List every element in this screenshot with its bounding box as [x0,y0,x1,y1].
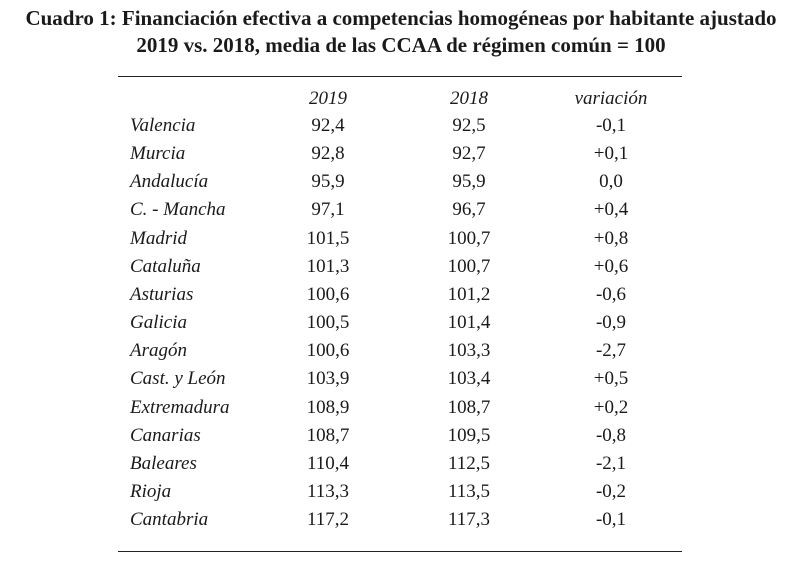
table-row: Asturias 100,6 101,2 -0,6 [0,282,800,310]
region-cell: Rioja [130,480,172,502]
variation-cell: 0,0 [599,171,623,193]
region-cell: Extremadura [130,396,230,418]
variation-cell: +0,5 [593,368,629,390]
variation-cell: -2,7 [595,340,627,362]
column-header-variation: variación [574,88,648,109]
value-2018-cell: 92,5 [452,115,486,136]
value-2019-cell: 101,5 [306,227,350,249]
value-2018-cell: 109,5 [447,424,491,446]
variation-cell: +0,4 [593,199,629,221]
value-2019-cell: 92,4 [311,115,345,136]
value-2018-cell: 103,4 [447,368,491,390]
region-cell: Canarias [130,424,201,446]
value-2018-cell: 113,5 [447,480,491,502]
table-row: Madrid 101,5 100,7 +0,8 [0,226,800,254]
value-2018-cell: 101,4 [447,312,491,334]
region-cell: Baleares [130,452,197,474]
variation-cell: -0,1 [595,509,627,531]
column-header-2018: 2018 [450,88,488,109]
table-title-line-2: 2019 vs. 2018, media de las CCAA de régi… [136,33,666,57]
value-2019-cell: 100,6 [306,340,350,362]
value-2019-cell: 95,9 [311,171,345,193]
value-2019-cell: 110,4 [306,452,350,474]
table-row: Aragón 100,6 103,3 -2,7 [0,338,800,366]
variation-cell: +0,6 [593,255,629,277]
value-2018-cell: 103,3 [447,340,491,362]
region-cell: Asturias [130,283,194,305]
table-row: Canarias 108,7 109,5 -0,8 [0,423,800,451]
table-row: Andalucía 95,9 95,9 0,0 [0,169,800,197]
variation-cell: -0,9 [595,312,627,334]
value-2019-cell: 97,1 [311,199,345,221]
table-title-line-1: Cuadro 1: Financiación efectiva a compet… [25,6,777,30]
table-row: Cantabria 117,2 117,3 -0,1 [0,507,800,535]
value-2018-cell: 108,7 [447,396,491,418]
table-row: Cataluña 101,3 100,7 +0,6 [0,254,800,282]
variation-cell: -0,8 [595,424,627,446]
value-2019-cell: 100,5 [306,312,350,334]
variation-cell: +0,2 [593,396,629,418]
table-row: Cast. y León 103,9 103,4 +0,5 [0,366,800,394]
region-cell: Cantabria [130,509,209,531]
table-row: Baleares 110,4 112,5 -2,1 [0,451,800,479]
table-row: Valencia 92,4 92,5 -0,1 [0,113,800,141]
table-row: Rioja 113,3 113,5 -0,2 [0,479,800,507]
value-2019-cell: 101,3 [306,255,350,277]
column-header-2019: 2019 [309,88,347,109]
value-2018-cell: 100,7 [447,227,491,249]
region-cell: Cataluña [130,255,201,277]
value-2019-cell: 103,9 [306,368,350,390]
table-row: Murcia 92,8 92,7 +0,1 [0,141,800,169]
variation-cell: -0,2 [595,480,627,502]
value-2018-cell: 112,5 [447,452,491,474]
top-rule [118,76,682,77]
region-cell: Cast. y León [130,368,226,390]
bottom-rule [118,551,682,552]
region-cell: Andalucía [130,171,209,193]
value-2018-cell: 95,9 [452,171,486,193]
value-2019-cell: 108,7 [306,424,350,446]
table-row: C. - Mancha 97,1 96,7 +0,4 [0,197,800,225]
region-cell: Valencia [130,115,196,136]
variation-cell: -2,1 [595,452,627,474]
table-row: Galicia 100,5 101,4 -0,9 [0,310,800,338]
value-2018-cell: 101,2 [447,283,491,305]
value-2018-cell: 92,7 [452,143,486,165]
table-row: Extremadura 108,9 108,7 +0,2 [0,395,800,423]
region-cell: C. - Mancha [130,199,226,221]
variation-cell: +0,1 [593,143,629,165]
region-cell: Murcia [130,143,186,165]
region-cell: Aragón [130,340,187,362]
value-2019-cell: 108,9 [306,396,350,418]
variation-cell: +0,8 [593,227,629,249]
variation-cell: -0,6 [595,283,627,305]
region-cell: Madrid [130,227,187,249]
value-2018-cell: 117,3 [447,509,491,531]
value-2018-cell: 96,7 [452,199,486,221]
value-2018-cell: 100,7 [447,255,491,277]
region-cell: Galicia [130,312,187,334]
value-2019-cell: 100,6 [306,283,350,305]
value-2019-cell: 117,2 [306,509,350,531]
variation-cell: -0,1 [595,115,627,136]
value-2019-cell: 92,8 [311,143,345,165]
value-2019-cell: 113,3 [306,480,350,502]
